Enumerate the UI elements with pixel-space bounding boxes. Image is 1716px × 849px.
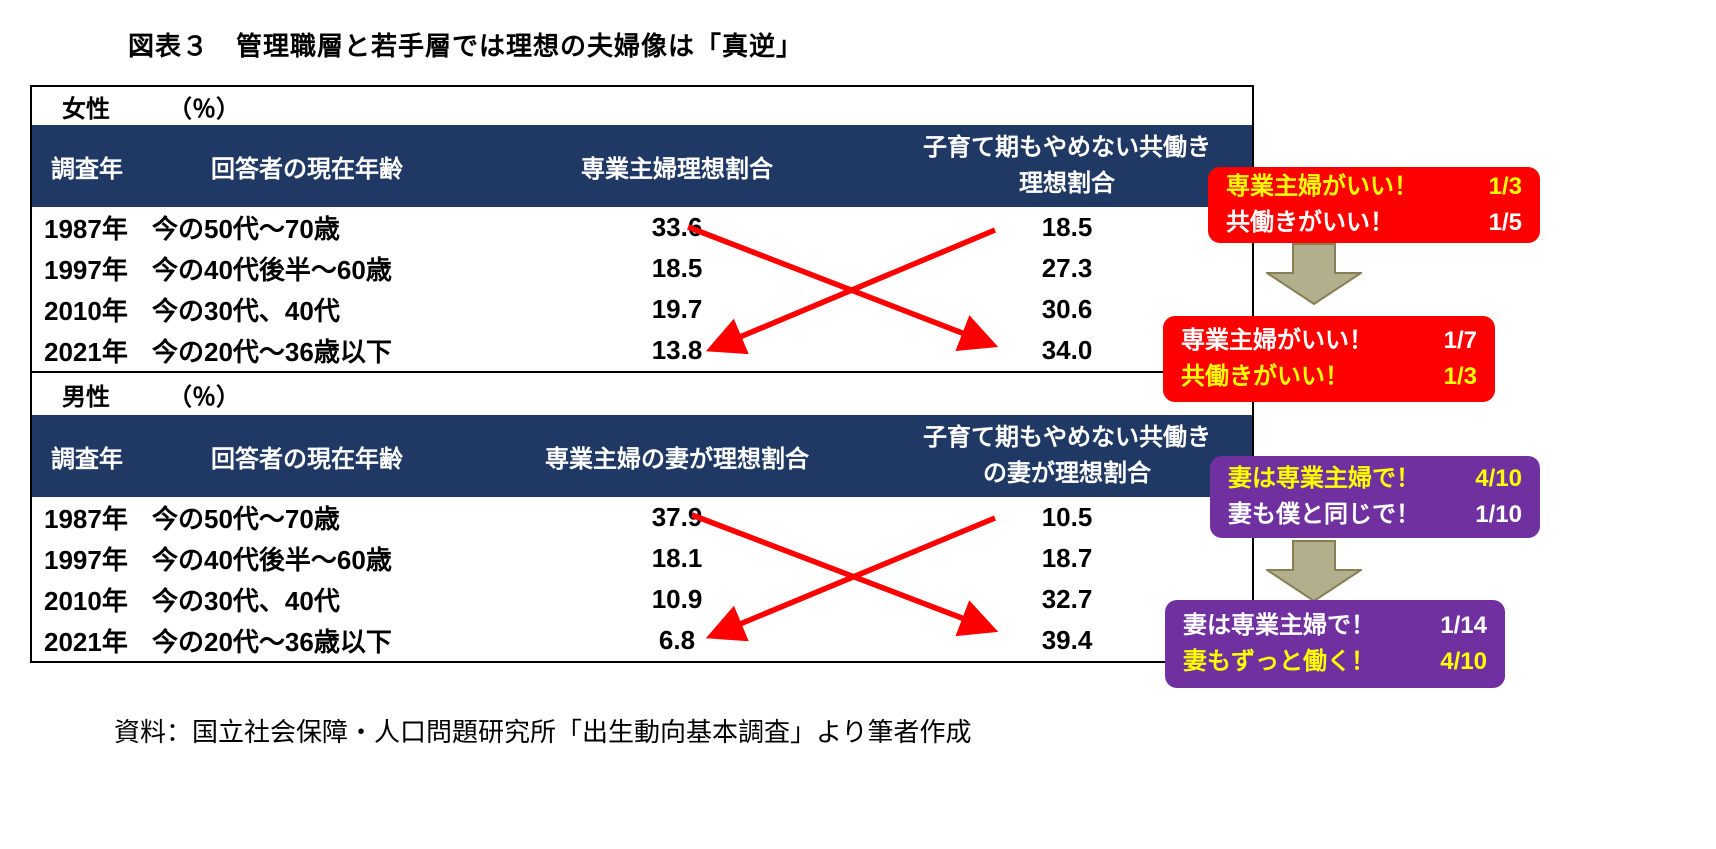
men-unit-label: （％）: [168, 383, 240, 411]
callout-line: 妻は専業主婦で！ 4/10: [1228, 463, 1522, 495]
table-row: 1997年 今の40代後半～60歳 18.5 27.3: [32, 248, 1252, 289]
callout-label: 専業主婦がいい！: [1181, 326, 1373, 354]
callout-value: 1/3: [1443, 363, 1477, 390]
cell-dual-pct: 18.5: [1041, 212, 1093, 242]
cell-housewife-pct: 19.7: [651, 294, 703, 324]
cell-year: 1997年: [44, 255, 128, 285]
table-row: 2021年 今の20代～36歳以下 6.8 39.4: [32, 620, 1252, 661]
couples-ideal-table: 女性 （％） 調査年 回答者の現在年齢 専業主婦理想割合 子育て期もやめない共働…: [30, 85, 1254, 663]
cell-housewife-pct: 6.8: [658, 625, 696, 655]
women-section-label: 女性: [62, 95, 110, 123]
callout-line: 共働きがいい！ 1/3: [1181, 361, 1477, 393]
callout-line: 妻は専業主婦で！ 1/14: [1183, 610, 1487, 642]
cell-age: 今の50代～70歳: [152, 504, 340, 534]
cell-housewife-pct: 18.1: [651, 543, 703, 573]
page-title: 図表３ 管理職層と若手層では理想の夫婦像は「真逆」: [128, 31, 804, 61]
women-header-year: 調査年: [51, 155, 123, 183]
cell-year: 1987年: [44, 214, 128, 244]
callout-line: 専業主婦がいい！ 1/7: [1181, 325, 1477, 357]
callout-value: 1/3: [1488, 172, 1522, 200]
cell-year: 2021年: [44, 337, 128, 367]
callout-value: 4/10: [1475, 464, 1522, 492]
cell-dual-pct: 32.7: [1041, 584, 1093, 614]
women-header-age: 回答者の現在年齢: [211, 155, 403, 183]
men-header-year: 調査年: [51, 445, 123, 473]
table-row: 1987年 今の50代～70歳 37.9 10.5: [32, 497, 1252, 538]
cell-year: 2021年: [44, 627, 128, 657]
callout-women-older: 専業主婦がいい！ 1/3 共働きがいい！ 1/5: [1208, 167, 1540, 243]
callout-line: 妻も僕と同じで！ 1/10: [1228, 499, 1522, 531]
callout-label: 妻は専業主婦で！: [1183, 611, 1375, 639]
table-row: 2010年 今の30代、40代 10.9 32.7: [32, 579, 1252, 620]
cell-dual-pct: 39.4: [1041, 625, 1093, 655]
cell-year: 1997年: [44, 545, 128, 575]
cell-year: 2010年: [44, 586, 128, 616]
women-header-housewife: 専業主婦理想割合: [581, 155, 773, 183]
cell-age: 今の40代後半～60歳: [152, 255, 392, 285]
men-header-age: 回答者の現在年齢: [211, 445, 403, 473]
table-row: 1997年 今の40代後半～60歳 18.1 18.7: [32, 538, 1252, 579]
cell-housewife-pct: 37.9: [651, 502, 703, 532]
cell-age: 今の50代～70歳: [152, 214, 340, 244]
cell-age: 今の30代、40代: [152, 586, 340, 616]
women-section-row: 女性 （％）: [32, 87, 1252, 125]
down-arrow-icon: [1263, 540, 1365, 603]
callout-label: 妻も僕と同じで！: [1228, 501, 1420, 528]
table-row: 2021年 今の20代～36歳以下 13.8 34.0: [32, 330, 1252, 371]
callout-line: 共働きがいい！ 1/5: [1226, 207, 1522, 239]
cell-housewife-pct: 13.8: [651, 335, 703, 365]
cell-age: 今の20代～36歳以下: [152, 337, 392, 367]
cell-dual-pct: 30.6: [1041, 294, 1093, 324]
callout-label: 専業主婦がいい！: [1226, 172, 1418, 200]
callout-value: 1/7: [1443, 326, 1477, 354]
men-header-housewife: 専業主婦の妻が理想割合: [545, 445, 809, 473]
table-row: 1987年 今の50代～70歳 33.6 18.5: [32, 207, 1252, 248]
cell-housewife-pct: 33.6: [651, 212, 703, 242]
cell-year: 1987年: [44, 504, 128, 534]
table-row: 2010年 今の30代、40代 19.7 30.6: [32, 289, 1252, 330]
callout-label: 妻もずっと働く！: [1183, 648, 1375, 675]
cell-year: 2010年: [44, 296, 128, 326]
callout-women-younger: 専業主婦がいい！ 1/7 共働きがいい！ 1/3: [1163, 316, 1495, 402]
cell-dual-pct: 27.3: [1041, 253, 1093, 283]
women-header-dual-income: 子育て期もやめない共働き 理想割合: [923, 134, 1211, 197]
men-header-dual-income: 子育て期もやめない共働き の妻が理想割合: [923, 424, 1211, 487]
cell-housewife-pct: 10.9: [651, 584, 703, 614]
women-table-header: 調査年 回答者の現在年齢 専業主婦理想割合 子育て期もやめない共働き 理想割合: [32, 125, 1252, 207]
cell-age: 今の40代後半～60歳: [152, 545, 392, 575]
cell-dual-pct: 10.5: [1041, 502, 1093, 532]
callout-line: 専業主婦がいい！ 1/3: [1226, 171, 1522, 203]
callout-label: 妻は専業主婦で！: [1228, 464, 1420, 492]
callout-value: 1/5: [1488, 209, 1522, 236]
men-section-row: 男性 （％）: [32, 371, 1252, 415]
cell-housewife-pct: 18.5: [651, 253, 703, 283]
cell-age: 今の20代～36歳以下: [152, 627, 392, 657]
callout-value: 1/14: [1440, 611, 1487, 639]
callout-men-older: 妻は専業主婦で！ 4/10 妻も僕と同じで！ 1/10: [1210, 456, 1540, 538]
callout-value: 4/10: [1440, 648, 1487, 675]
men-section-label: 男性: [62, 383, 110, 411]
cell-age: 今の30代、40代: [152, 296, 340, 326]
cell-dual-pct: 34.0: [1041, 335, 1093, 365]
down-arrow-icon: [1263, 243, 1365, 306]
callout-label: 共働きがいい！: [1181, 363, 1349, 390]
source-note: 資料：国立社会保障・人口問題研究所「出生動向基本調査」より筆者作成: [114, 718, 972, 747]
callout-value: 1/10: [1475, 501, 1522, 528]
callout-label: 共働きがいい！: [1226, 209, 1394, 236]
women-unit-label: （％）: [168, 95, 240, 123]
callout-men-younger: 妻は専業主婦で！ 1/14 妻もずっと働く！ 4/10: [1165, 600, 1505, 688]
men-table-header: 調査年 回答者の現在年齢 専業主婦の妻が理想割合 子育て期もやめない共働き の妻…: [32, 415, 1252, 497]
callout-line: 妻もずっと働く！ 4/10: [1183, 646, 1487, 678]
cell-dual-pct: 18.7: [1041, 543, 1093, 573]
